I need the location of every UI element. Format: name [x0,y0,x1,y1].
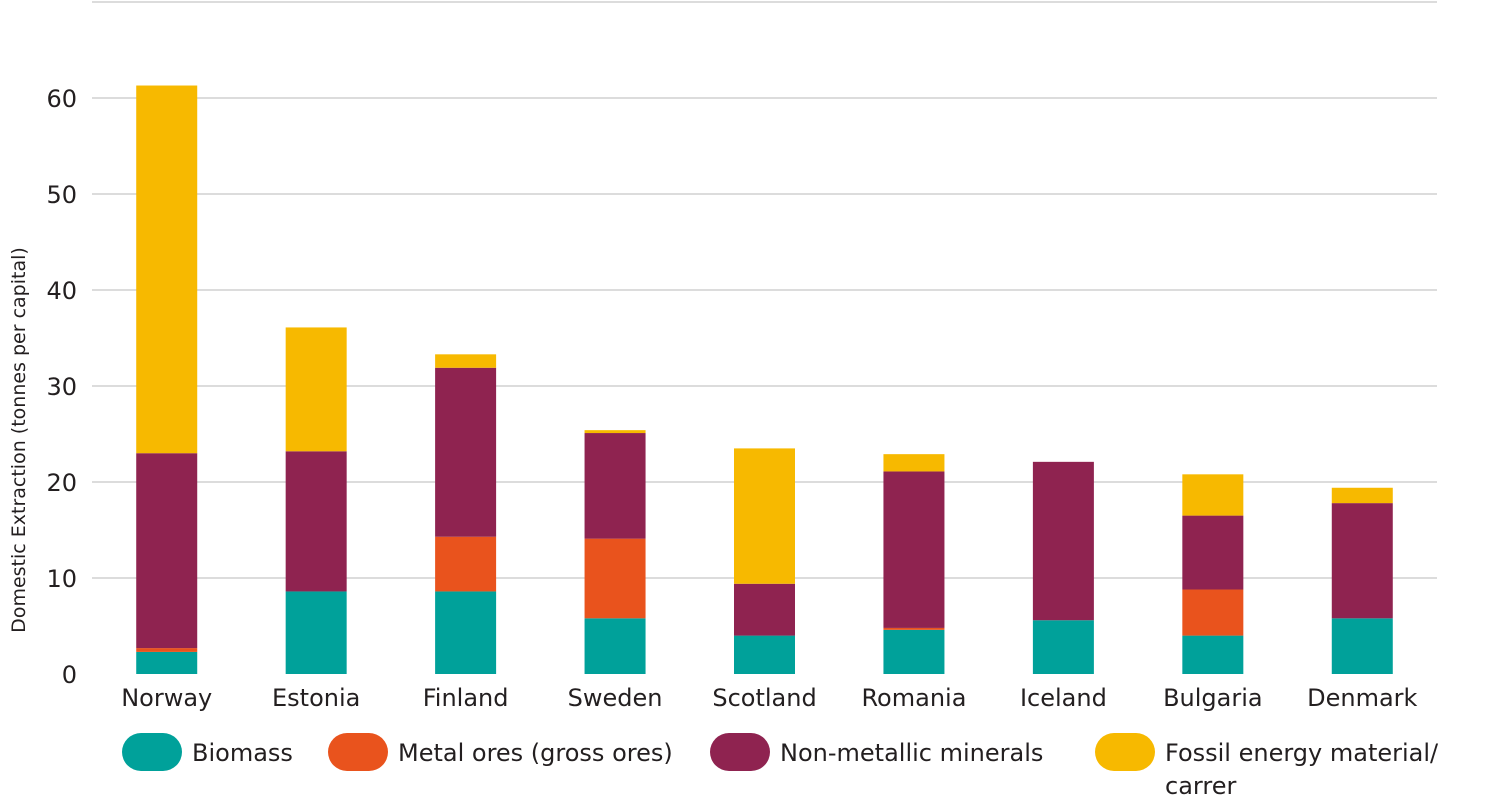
bar-segment [435,536,497,592]
bar-segment [584,430,646,434]
bar-segment [883,454,945,472]
legend-swatch [122,733,182,771]
legend-label: Biomass [192,739,293,767]
bar-segment [883,629,945,674]
bar-segment [1032,461,1094,621]
bar-segment [1182,589,1244,636]
bar-segment [883,471,945,628]
x-tick-label: Iceland [1020,684,1107,712]
bar-segment [1182,515,1244,590]
bar-segment [136,651,198,674]
y-tick-label: 30 [46,373,77,401]
bar-segment [435,354,497,368]
y-tick-label: 10 [46,565,77,593]
x-tick-label: Norway [121,684,212,712]
y-tick-label: 20 [46,469,77,497]
bar-segment [734,448,795,584]
legend-swatch [710,733,770,771]
y-tick-label: 50 [46,181,77,209]
x-axis-categories: Norway Estonia Finland Sweden Scotland Romani… [121,684,1417,712]
bar-segment [136,453,198,649]
bar-segment [435,367,497,537]
y-axis-label: Domestic Extraction (tonnes per capital) [8,247,30,633]
bar-segment [1331,503,1393,619]
bar-segment [1331,618,1393,674]
bar-segment [1331,487,1393,504]
legend-label: Fossil energy material/carrer [1165,739,1439,800]
bar-segment [136,648,198,652]
bar-segment [1032,620,1094,674]
bar-segment [1182,474,1244,516]
y-tick-label: 60 [46,85,77,113]
y-tick-label: 0 [62,661,77,689]
x-tick-label: Romania [861,684,966,712]
legend-label: Metal ores (gross ores) [398,739,673,767]
x-tick-label: Estonia [272,684,360,712]
x-tick-label: Scotland [712,684,816,712]
bar-segment [285,451,347,592]
x-tick-label: Denmark [1307,684,1417,712]
legend-swatch [1095,733,1155,771]
bar-segment [435,591,497,674]
bar-segment [136,85,198,454]
legend: Biomass Metal ores (gross ores) Non-metall… [122,733,1439,800]
bar-segment [734,583,795,636]
bar-segment [1182,635,1244,674]
legend-swatch [328,733,388,771]
bar-segment [883,627,945,630]
x-tick-label: Finland [423,684,509,712]
bar-segment [734,635,795,674]
bar-segment [584,538,646,619]
x-tick-label: Sweden [568,684,663,712]
bar-segment [285,327,347,452]
bar-segment [285,591,347,674]
x-tick-label: Bulgaria [1163,684,1263,712]
bar-segment [584,618,646,674]
legend-label: Non-metallic minerals [780,739,1043,767]
bar-segment [584,433,646,539]
y-tick-label: 40 [46,277,77,305]
y-axis-ticks: 0 10 20 30 40 50 60 [46,85,77,689]
bars [136,85,1393,674]
